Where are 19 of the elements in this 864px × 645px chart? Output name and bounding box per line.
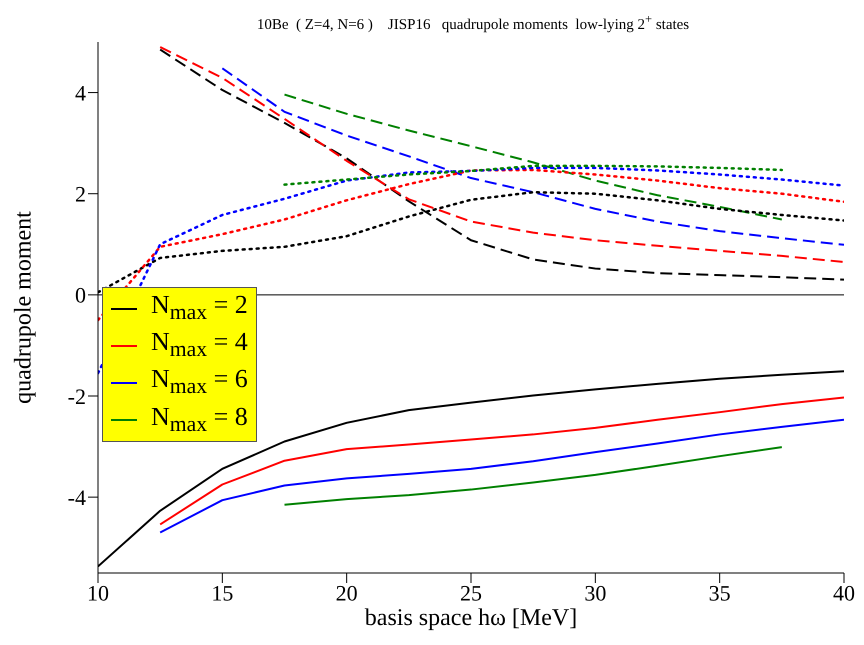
y-tick-label: -4	[68, 484, 86, 510]
legend-label: N$_{max}$ = 6	[151, 364, 248, 401]
x-tick-label: 35	[708, 580, 731, 606]
x-axis-title: basis space hω [MeV]	[364, 605, 578, 631]
legend-label: N$_{max}$ = 2	[151, 290, 248, 326]
legend-label: N$_{max}$ = 4	[151, 327, 248, 364]
x-tick-label: 30	[584, 580, 606, 606]
chart-title: 10Be ( Z=4, N=6 ) JISP16 quadrupole moments low-lying 2$^{+}$ states	[256, 12, 690, 34]
y-tick-label: -2	[68, 384, 86, 409]
y-tick-label: 0	[75, 282, 86, 308]
y-tick-label: 2	[75, 182, 86, 207]
x-tick-label: 15	[211, 580, 234, 606]
x-tick-label: 10	[87, 580, 109, 606]
x-tick-label: 40	[833, 580, 855, 606]
y-tick-label: 4	[75, 80, 86, 106]
legend-label: N$_{max}$ = 8	[151, 402, 248, 438]
x-tick-label: 25	[460, 580, 482, 606]
x-tick-label: 20	[336, 580, 358, 606]
y-axis-title: quadrupole moment	[10, 210, 37, 404]
